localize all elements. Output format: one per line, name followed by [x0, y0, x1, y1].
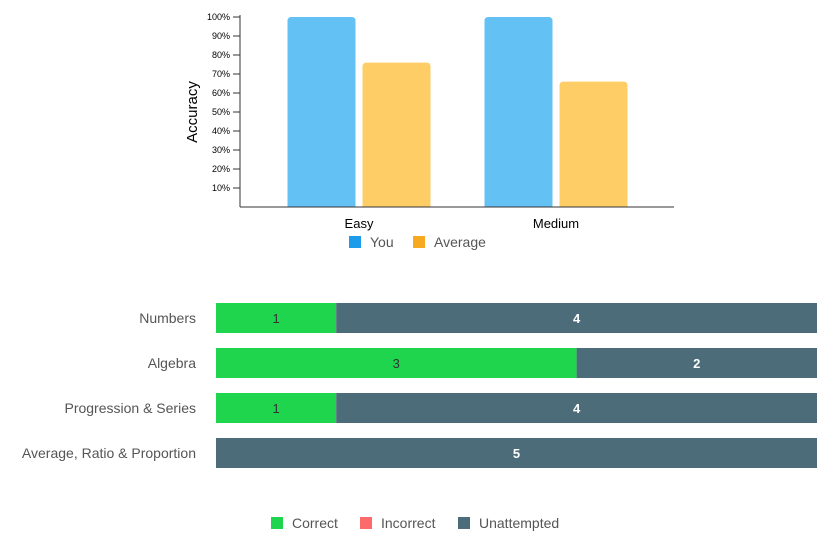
legend-item-correct[interactable]: Correct [271, 515, 338, 531]
bar-average-medium[interactable] [559, 81, 628, 207]
legend-swatch-unattempted [458, 517, 470, 529]
legend-label-correct: Correct [292, 515, 338, 531]
category-label: Algebra [148, 355, 196, 371]
legend-label-incorrect: Incorrect [381, 515, 436, 531]
y-tick-label: 80% [212, 50, 230, 60]
segment-value-label: 2 [693, 356, 700, 371]
segment-unattempted-numbers[interactable] [336, 303, 817, 333]
segment-value-label: 1 [272, 311, 279, 326]
category-label: Numbers [139, 310, 196, 326]
legend-item-incorrect[interactable]: Incorrect [360, 515, 435, 531]
segment-unattempted-algebra[interactable] [576, 348, 817, 378]
legend-item-average[interactable]: Average [413, 234, 486, 250]
x-tick-label: Medium [533, 216, 579, 231]
y-tick-label: 50% [212, 107, 230, 117]
legend-item-unattempted[interactable]: Unattempted [458, 515, 559, 531]
legend-swatch-correct [271, 517, 283, 529]
legend-swatch-incorrect [360, 517, 372, 529]
segment-correct-numbers[interactable] [216, 303, 337, 333]
y-tick-label: 10% [212, 183, 230, 193]
segment-value-label: 5 [513, 446, 520, 461]
y-tick-label: 30% [212, 145, 230, 155]
segment-unattempted-average-ratio-proportion[interactable] [216, 438, 817, 468]
segment-correct-progression-series[interactable] [216, 393, 337, 423]
y-tick-label: 70% [212, 69, 230, 79]
y-tick-label: 60% [212, 88, 230, 98]
category-label: Average, Ratio & Proportion [22, 445, 196, 461]
topic-legend: Correct Incorrect Unattempted [0, 515, 831, 535]
bar-you-medium[interactable] [484, 17, 553, 207]
legend-swatch-average [413, 236, 425, 248]
segment-unattempted-progression-series[interactable] [336, 393, 817, 423]
legend-label-unattempted: Unattempted [479, 515, 560, 531]
legend-label-you: You [370, 234, 394, 250]
category-label: Progression & Series [64, 400, 196, 416]
y-tick-label: 40% [212, 126, 230, 136]
legend-label-average: Average [434, 234, 486, 250]
y-tick-label: 100% [207, 12, 230, 22]
y-axis-title: Accuracy [184, 81, 201, 143]
segment-value-label: 4 [573, 311, 581, 326]
segment-correct-algebra[interactable] [216, 348, 577, 378]
y-tick-label: 90% [212, 31, 230, 41]
bar-you-easy[interactable] [287, 17, 356, 207]
legend-item-you[interactable]: You [349, 234, 394, 250]
accuracy-bar-chart: 10% 20% 30% 40% 50% 60% 70% 80% 90% 100% Easy Mediu… [184, 12, 674, 231]
legend-swatch-you [349, 236, 361, 248]
segment-value-label: 4 [573, 401, 581, 416]
segment-value-label: 3 [393, 356, 400, 371]
x-tick-label: Easy [345, 216, 374, 231]
y-tick-label: 20% [212, 164, 230, 174]
bar-average-easy[interactable] [362, 62, 431, 207]
accuracy-legend: You Average [0, 234, 831, 254]
topic-stacked-bar-chart: Numbers Algebra Progression & Series Averag… [22, 303, 817, 468]
segment-value-label: 1 [272, 401, 279, 416]
